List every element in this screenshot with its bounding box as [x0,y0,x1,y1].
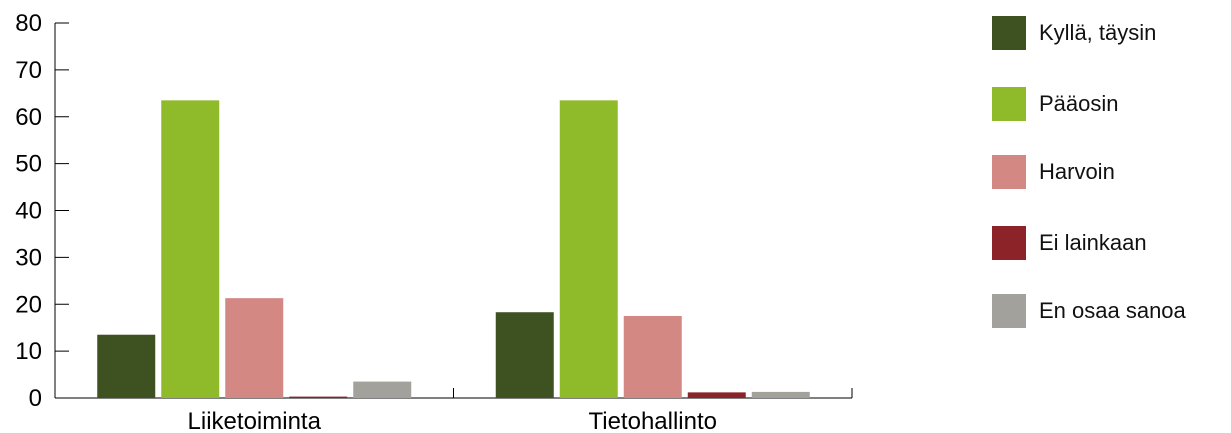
bar-liiketoiminta-series-0 [97,334,156,398]
legend-item-ei-lainkaan: Ei lainkaan [992,226,1147,260]
legend-item-kylla-taysin: Kyllä, täysin [992,16,1156,50]
y-tick-label: 80 [15,10,42,37]
x-axis-labels: Liiketoiminta Tietohallinto [188,408,717,433]
legend-label: Kyllä, täysin [1039,20,1157,45]
y-tick-label: 20 [15,291,42,318]
bar-tietohallinto-series-3 [687,392,746,398]
y-tick-label: 50 [15,151,42,178]
bar-tietohallinto-series-2 [623,315,682,398]
legend-item-harvoin: Harvoin [992,155,1115,189]
legend-label: Ei lainkaan [1039,230,1147,255]
legend-item-en-osaa-sanoa: En osaa sanoa [992,294,1186,328]
bar-liiketoiminta-series-2 [225,298,284,398]
category-label: Liiketoiminta [188,408,322,433]
y-tick-label: 70 [15,57,42,84]
y-tick-label: 0 [29,385,42,412]
y-tick-label: 10 [15,338,42,365]
legend-swatch [992,16,1026,50]
legend-swatch [992,155,1026,189]
legend-item-paaosin: Pääosin [992,87,1119,121]
y-tick-label: 30 [15,244,42,271]
legend-swatch [992,87,1026,121]
category-label: Tietohallinto [588,408,717,433]
bar-liiketoiminta-series-4 [353,381,412,398]
legend-label: Pääosin [1039,91,1119,116]
bar-tietohallinto-series-1 [559,100,618,398]
bar-liiketoiminta-series-1 [161,100,220,398]
bar-liiketoiminta-series-3 [289,396,348,398]
legend-swatch [992,294,1026,328]
legend-label: Harvoin [1039,159,1115,184]
legend-label: En osaa sanoa [1039,298,1186,323]
y-tick-label: 60 [15,104,42,131]
bars [97,100,810,398]
legend-swatch [992,226,1026,260]
y-tick-label: 40 [15,198,42,225]
bar-tietohallinto-series-0 [495,312,554,398]
y-axis-ticks: 0 10 20 30 40 50 60 70 80 [15,10,69,412]
bar-tietohallinto-series-4 [751,391,810,398]
